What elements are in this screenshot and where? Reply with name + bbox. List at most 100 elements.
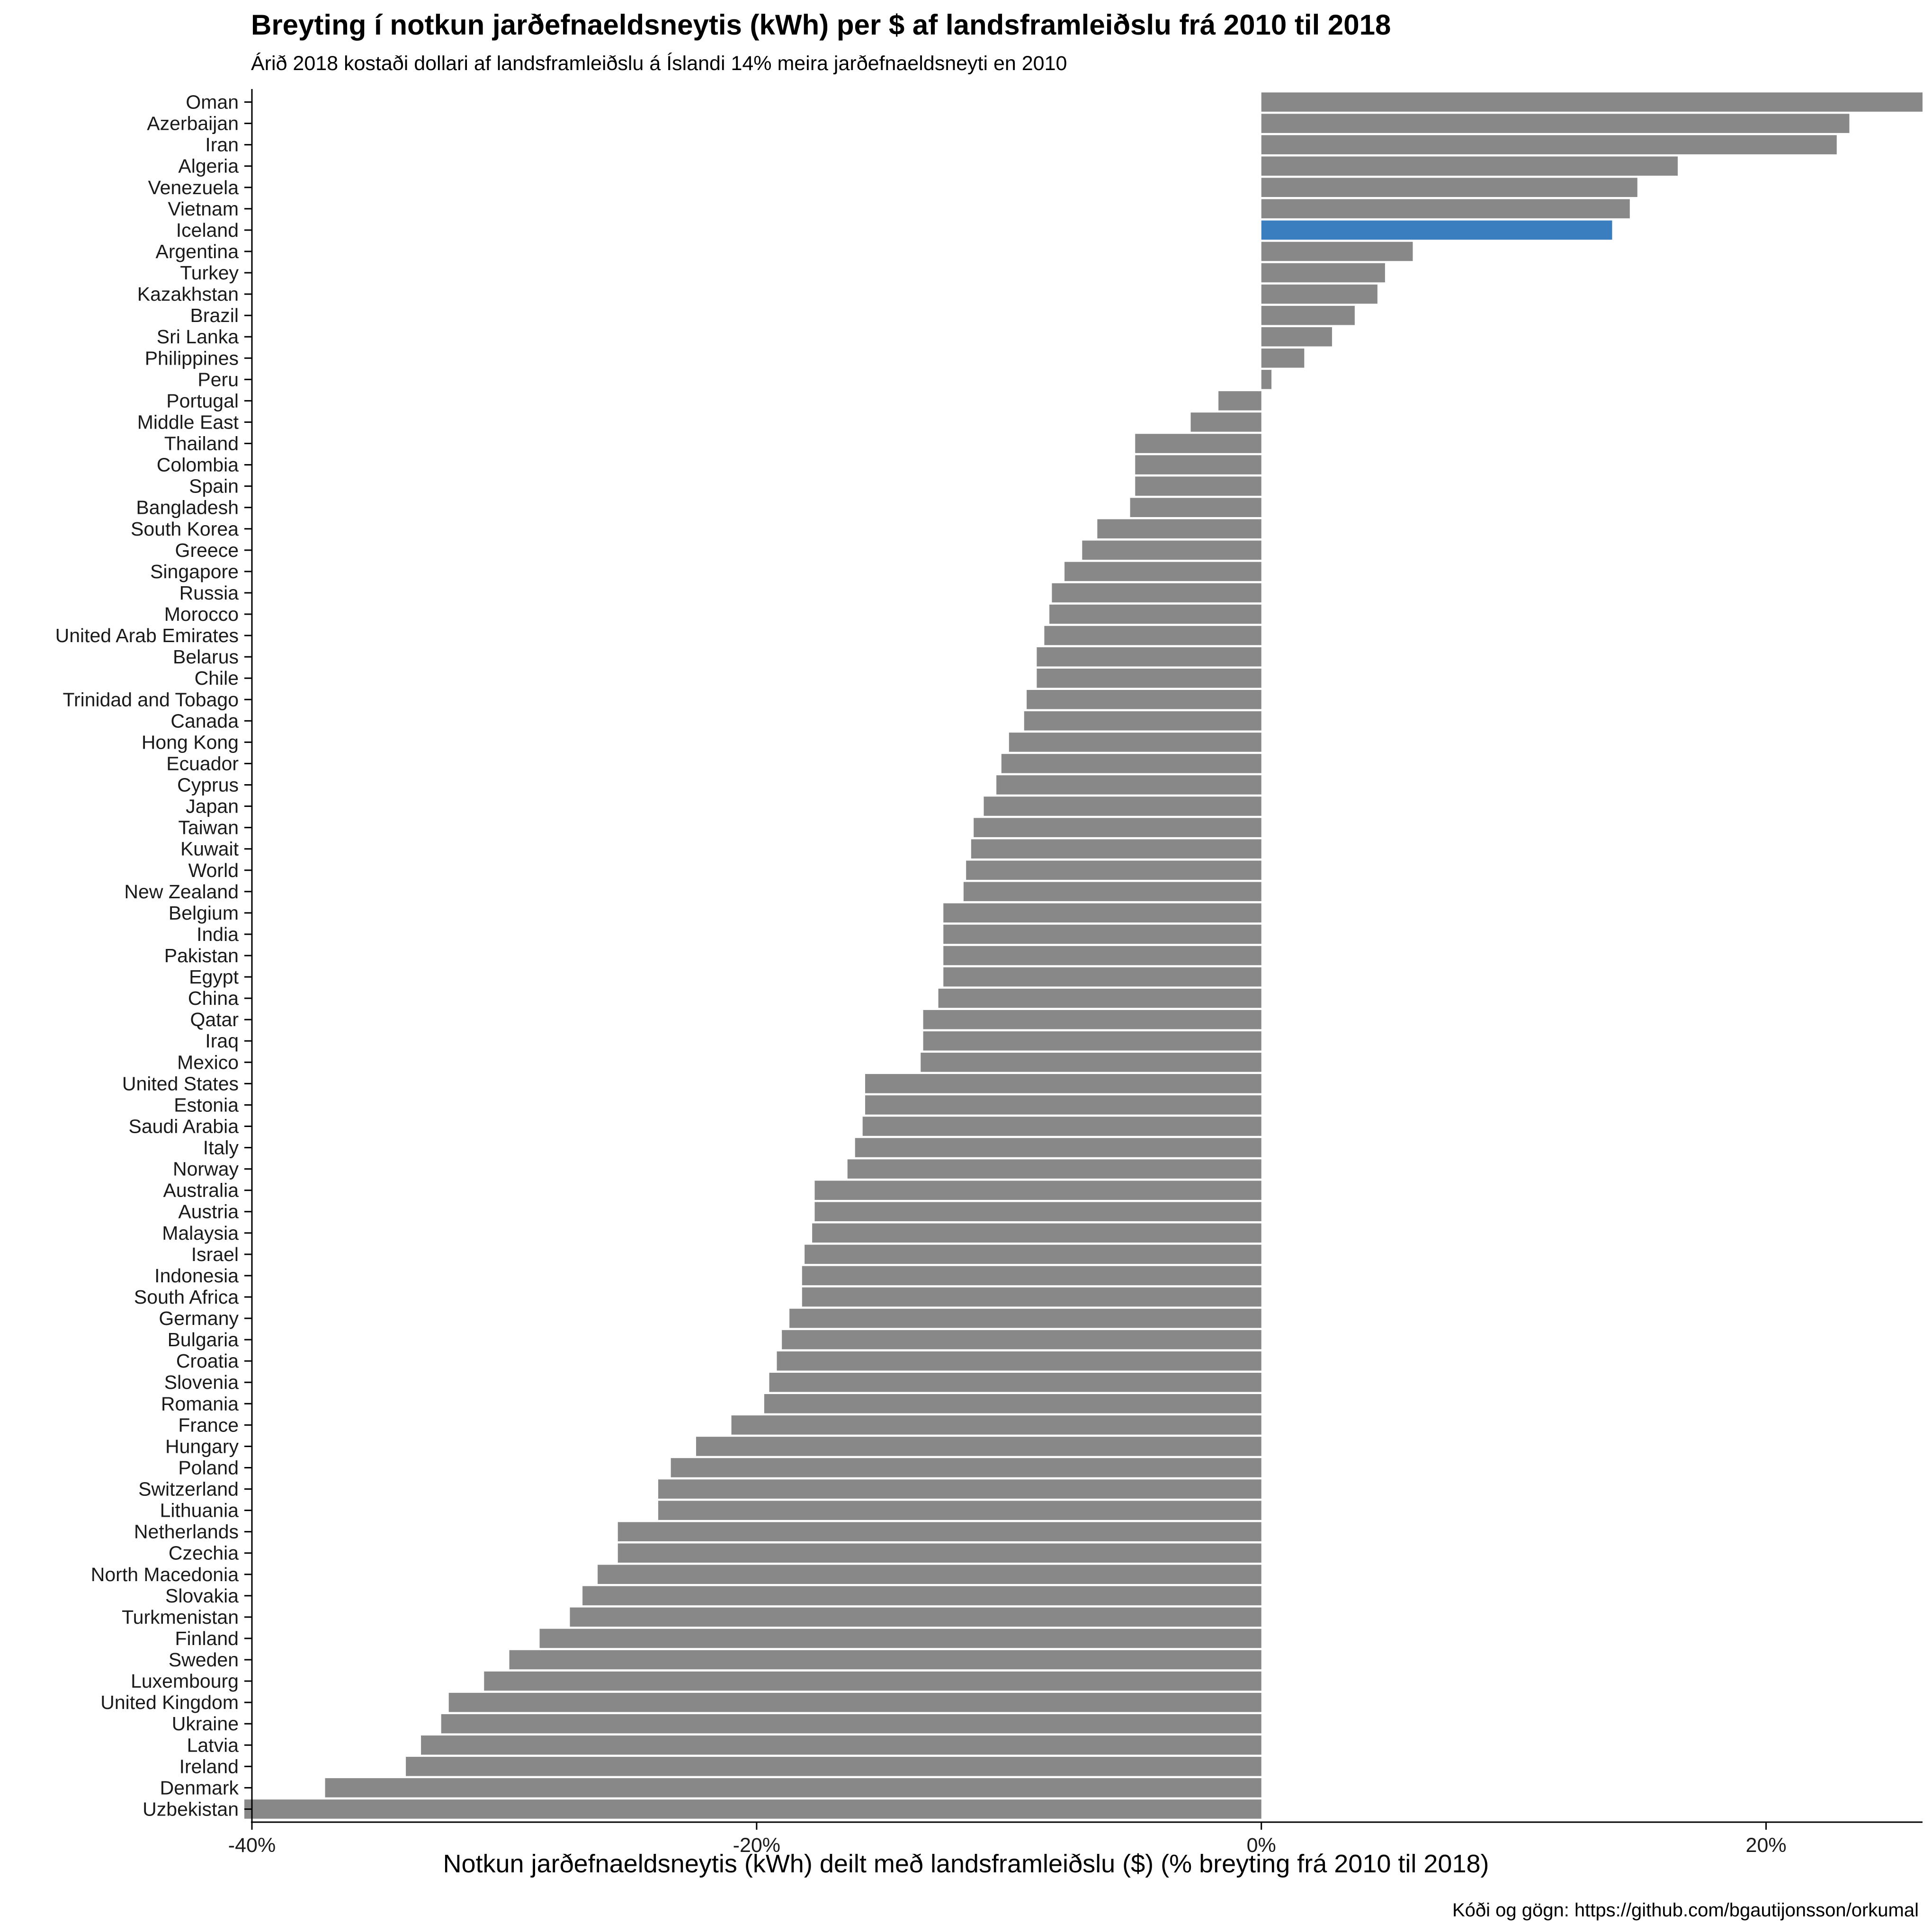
category-label: Cyprus bbox=[177, 774, 239, 796]
bar-france bbox=[731, 1415, 1261, 1435]
bar-peru bbox=[1261, 370, 1272, 389]
bars-group bbox=[244, 92, 1923, 1819]
category-label: Colombia bbox=[157, 454, 239, 476]
bar-pakistan bbox=[943, 946, 1261, 966]
category-label: Hong Kong bbox=[142, 731, 239, 753]
category-label: Japan bbox=[186, 796, 239, 817]
bar-united-arab-emirates bbox=[1044, 626, 1261, 645]
category-label: Iceland bbox=[176, 219, 239, 241]
category-label: Belarus bbox=[173, 646, 239, 668]
category-label: United Arab Emirates bbox=[55, 625, 239, 646]
x-axis-label: Notkun jarðefnaeldsneytis (kWh) deilt me… bbox=[443, 1850, 1489, 1878]
bar-turkmenistan bbox=[570, 1607, 1261, 1627]
bar-lithuania bbox=[658, 1501, 1261, 1520]
category-label: Iran bbox=[205, 134, 239, 156]
x-tick-label: 20% bbox=[1746, 1834, 1787, 1857]
category-label: Malaysia bbox=[162, 1222, 239, 1244]
x-tick-label: -20% bbox=[733, 1834, 780, 1857]
bar-greece bbox=[1082, 540, 1261, 560]
bar-spain bbox=[1135, 476, 1261, 496]
bar-algeria bbox=[1261, 156, 1678, 176]
bar-colombia bbox=[1135, 455, 1261, 474]
bar-slovakia bbox=[582, 1586, 1261, 1606]
bar-middle-east bbox=[1190, 412, 1261, 432]
category-label: Vietnam bbox=[168, 198, 239, 220]
category-label: Spain bbox=[189, 475, 239, 497]
category-label: Middle East bbox=[137, 411, 239, 433]
category-label: Bangladesh bbox=[136, 497, 239, 519]
category-label: Philippines bbox=[145, 347, 239, 369]
bar-trinidad-and-tobago bbox=[1027, 689, 1261, 709]
category-label: Portugal bbox=[166, 390, 239, 411]
category-label: Canada bbox=[170, 710, 239, 732]
category-label: Switzerland bbox=[138, 1478, 239, 1500]
category-label: North Macedonia bbox=[91, 1564, 239, 1585]
category-label: Belgium bbox=[169, 902, 239, 924]
bar-denmark bbox=[325, 1778, 1261, 1798]
category-label: Kazakhstan bbox=[137, 283, 239, 305]
bar-germany bbox=[789, 1308, 1261, 1328]
bar-russia bbox=[1052, 583, 1261, 603]
bar-ecuador bbox=[1001, 754, 1261, 773]
bar-poland bbox=[671, 1458, 1261, 1477]
category-label: Australia bbox=[163, 1180, 239, 1201]
bar-iran bbox=[1261, 135, 1837, 154]
category-label: Lithuania bbox=[160, 1500, 239, 1521]
bar-saudi-arabia bbox=[862, 1117, 1261, 1136]
category-label: Chile bbox=[195, 667, 239, 689]
category-label: Estonia bbox=[174, 1094, 239, 1116]
category-label: South Korea bbox=[131, 518, 239, 540]
category-label: Peru bbox=[197, 368, 239, 390]
bar-uzbekistan bbox=[244, 1799, 1261, 1819]
category-label: China bbox=[188, 987, 239, 1009]
bar-cyprus bbox=[996, 775, 1261, 795]
category-label: United Kingdom bbox=[100, 1691, 239, 1713]
category-label: Romania bbox=[161, 1393, 239, 1414]
category-label: Ukraine bbox=[172, 1713, 239, 1735]
category-label: Sri Lanka bbox=[157, 326, 239, 348]
category-label: Latvia bbox=[187, 1734, 239, 1756]
category-label: Brazil bbox=[190, 304, 239, 326]
category-labels: OmanAzerbaijanIranAlgeriaVenezuelaVietna… bbox=[55, 91, 252, 1820]
category-label: World bbox=[188, 859, 239, 881]
category-label: Norway bbox=[173, 1158, 239, 1180]
category-label: France bbox=[178, 1414, 239, 1436]
bar-sri-lanka bbox=[1261, 327, 1332, 347]
category-label: Singapore bbox=[150, 561, 239, 582]
bar-hong-kong bbox=[1009, 733, 1261, 752]
bar-kazakhstan bbox=[1261, 284, 1377, 304]
bar-argentina bbox=[1261, 242, 1413, 261]
bar-malaysia bbox=[812, 1223, 1261, 1243]
category-label: Pakistan bbox=[164, 945, 239, 966]
category-label: Azerbaijan bbox=[147, 113, 239, 134]
category-label: New Zealand bbox=[124, 881, 239, 903]
bar-bulgaria bbox=[782, 1330, 1261, 1350]
bar-ukraine bbox=[441, 1714, 1261, 1734]
category-label: Iraq bbox=[205, 1030, 239, 1052]
category-label: Turkey bbox=[180, 262, 239, 284]
bar-mexico bbox=[921, 1053, 1261, 1072]
category-label: Turkmenistan bbox=[122, 1606, 239, 1628]
bar-australia bbox=[814, 1181, 1261, 1200]
bar-taiwan bbox=[974, 818, 1261, 837]
category-label: Ireland bbox=[179, 1755, 239, 1777]
bar-switzerland bbox=[658, 1479, 1261, 1499]
bar-belgium bbox=[943, 903, 1261, 923]
bar-romania bbox=[764, 1394, 1261, 1413]
bar-latvia bbox=[421, 1735, 1261, 1755]
bar-turkey bbox=[1261, 263, 1385, 283]
chart-subtitle: Árið 2018 kostaði dollari af landsframle… bbox=[251, 52, 1067, 75]
bar-china bbox=[938, 988, 1261, 1008]
category-label: Thailand bbox=[164, 433, 239, 455]
bar-netherlands bbox=[617, 1522, 1261, 1541]
category-label: Taiwan bbox=[178, 817, 239, 839]
bar-austria bbox=[814, 1202, 1261, 1222]
category-label: Croatia bbox=[176, 1350, 239, 1372]
bar-egypt bbox=[943, 967, 1261, 987]
bar-estonia bbox=[865, 1095, 1261, 1115]
x-tick-label: -40% bbox=[228, 1834, 276, 1857]
bar-philippines bbox=[1261, 348, 1305, 368]
category-label: Venezuela bbox=[148, 177, 239, 198]
category-label: Slovenia bbox=[164, 1371, 239, 1393]
bar-new-zealand bbox=[963, 882, 1261, 902]
